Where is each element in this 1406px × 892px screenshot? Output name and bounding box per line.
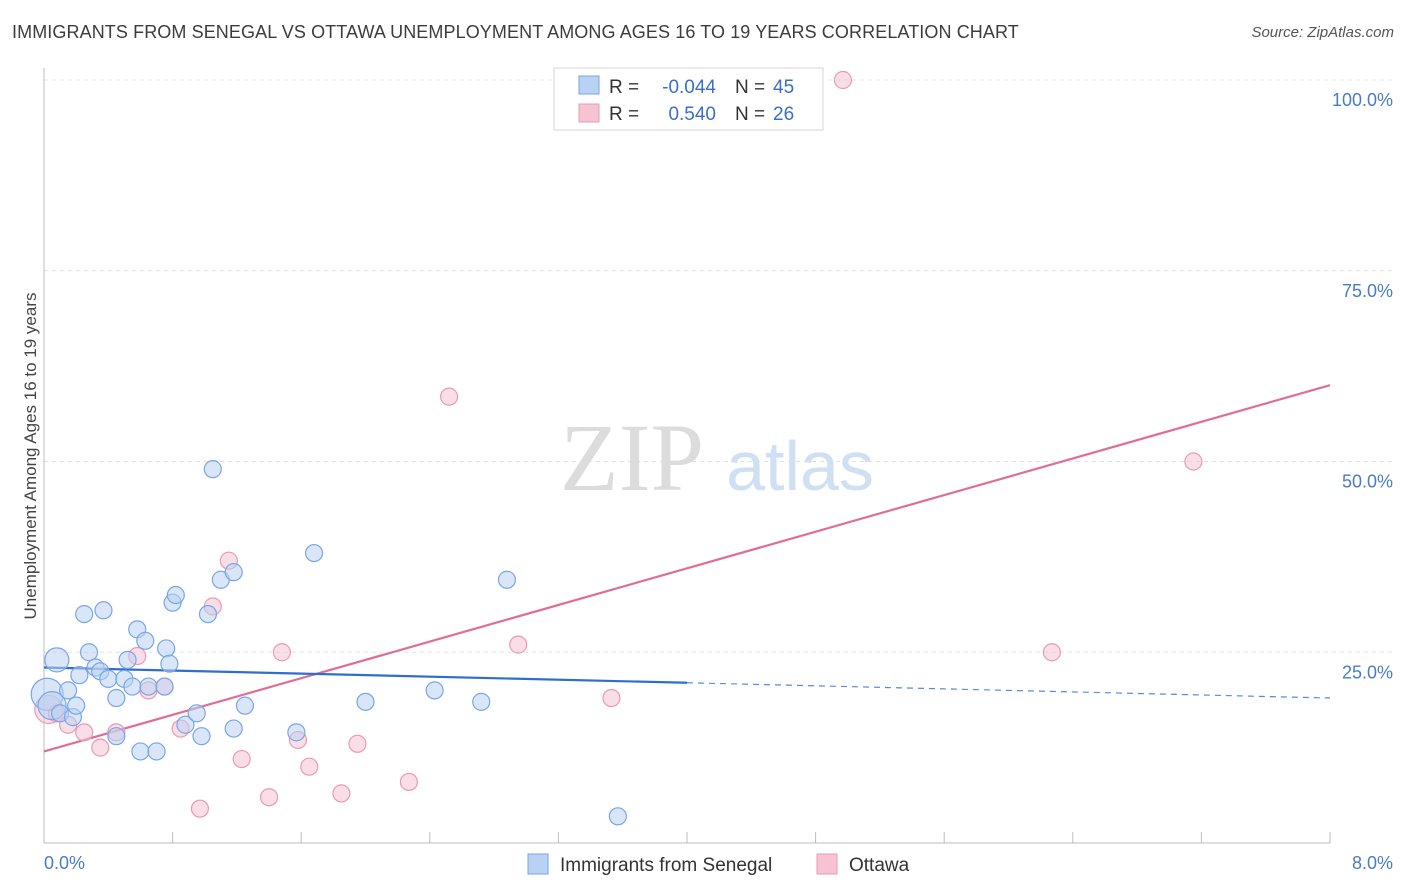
senegal-point-20 [131,742,150,761]
correlation-legend: R = -0.044 N = 45 R = 0.540 N = 26 [553,67,824,131]
gridlines [44,79,1393,653]
legend-swatch-ottawa [578,103,600,123]
trend-line-ottawa [43,384,1331,753]
senegal-point-30 [187,704,206,723]
senegal-point-40 [356,692,375,711]
senegal-point-7 [70,666,89,685]
watermark-zip: ZIP [560,404,704,511]
senegal-point-9 [79,643,99,662]
bottom-legend-swatch-senegal [527,853,549,875]
senegal-point-23 [147,742,166,761]
senegal-point-13 [99,669,118,689]
senegal-point-38 [287,723,306,742]
ottawa-point-26 [1184,452,1203,471]
bottom-legend-label-senegal: Immigrants from Senegal [560,855,772,876]
series-legend: Immigrants from Senegal Ottawa [527,853,910,876]
ottawa-point-4 [91,738,110,757]
senegal-point-18 [123,677,142,696]
ottawa-point-21 [439,387,459,406]
senegal-point-12 [94,601,113,620]
ottawa-point-24 [833,70,853,90]
ottawa-point-19 [348,734,367,753]
senegal-point-6 [67,696,86,715]
ottawa-point-10 [190,799,210,818]
ottawa-point-18 [332,784,351,803]
senegal-point-8 [75,604,94,624]
senegal-point-37 [235,696,255,715]
y-tick-label-75: 75.0% [1342,281,1393,301]
bottom-legend-label-ottawa: Ottawa [849,855,910,876]
y-tick-labels: 25.0% 50.0% 75.0% 100.0% [1332,90,1393,682]
senegal-point-39 [304,543,324,563]
senegal-point-21 [136,631,155,650]
senegal-point-15 [107,727,126,746]
y-tick-label-25: 25.0% [1342,662,1393,682]
senegal-point-35 [224,563,243,582]
legend-n-value-senegal: 45 [773,77,794,98]
legend-n-label-ottawa: N = [735,104,765,125]
x-tick-label-max: 8.0% [1352,853,1393,873]
senegal-point-14 [107,688,126,708]
legend-n-value-ottawa: 26 [773,104,794,125]
ottawa-point-20 [399,772,419,792]
chart-title: IMMIGRANTS FROM SENEGAL VS OTTAWA UNEMPL… [12,22,1019,42]
legend-r-value-ottawa: 0.540 [668,104,716,125]
senegal-point-28 [166,585,185,605]
senegal-point-44 [608,807,627,826]
ottawa-point-3 [75,723,94,742]
senegal-point-43 [497,570,517,589]
senegal-point-4 [59,681,78,700]
senegal-point-29 [176,715,195,734]
senegal-point-2 [44,647,70,673]
legend-r-label-senegal: R = [609,77,639,98]
series-senegal-points [30,460,627,826]
legend-r-value-senegal: -0.044 [662,77,716,98]
senegal-point-26 [160,654,179,673]
x-tick-label-min: 0.0% [44,853,85,873]
senegal-point-36 [224,719,243,738]
legend-swatch-senegal [578,75,600,95]
senegal-point-25 [157,639,176,658]
trend-line-senegal-extension [686,682,1331,699]
senegal-point-17 [118,650,137,669]
y-tick-label-100: 100.0% [1332,90,1393,110]
bottom-legend-swatch-ottawa [816,853,838,875]
senegal-point-32 [198,604,218,624]
senegal-point-33 [203,460,222,479]
senegal-point-22 [139,677,158,696]
chart-source: Source: ZipAtlas.com [1251,24,1394,41]
ottawa-point-13 [232,749,251,769]
senegal-point-31 [192,727,211,746]
y-tick-label-50: 50.0% [1342,472,1393,492]
ottawa-point-15 [272,643,292,662]
ottawa-point-25 [1042,643,1062,662]
senegal-point-24 [155,677,174,696]
ottawa-point-23 [602,688,621,708]
trend-line-senegal [43,666,688,684]
legend-r-label-ottawa: R = [609,104,639,125]
x-ticks [172,832,1331,843]
ottawa-point-22 [509,635,528,654]
trend-lines [43,384,1331,753]
legend-n-label-senegal: N = [735,77,765,98]
senegal-point-41 [425,681,444,700]
ottawa-point-17 [300,757,319,776]
ottawa-point-14 [259,788,279,807]
y-axis-title: Unemployment Among Ages 16 to 19 years [21,293,40,620]
watermark-atlas: atlas [726,427,874,505]
senegal-point-42 [472,692,491,711]
